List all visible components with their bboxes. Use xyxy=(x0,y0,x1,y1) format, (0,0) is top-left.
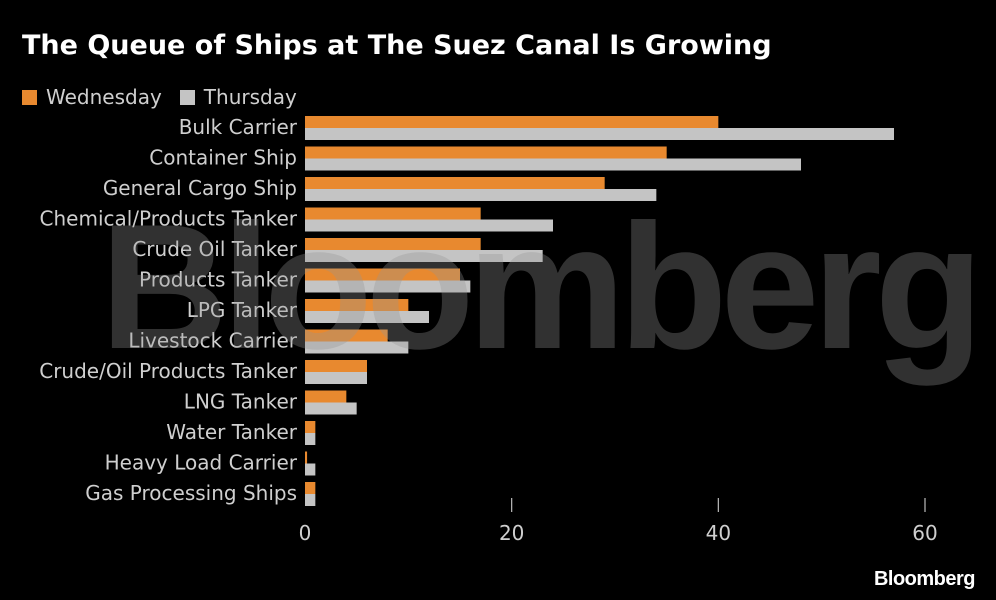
bar-thursday-general-cargo-ship xyxy=(305,189,657,201)
legend-item-thursday: Thursday xyxy=(179,85,297,109)
bar-wednesday-chemical-products-tanker xyxy=(305,207,481,220)
category-label-container-ship: Container Ship xyxy=(149,146,297,170)
category-label-livestock-carrier: Livestock Carrier xyxy=(128,329,297,353)
x-tick-label-40: 40 xyxy=(706,521,731,545)
bar-wednesday-heavy-load-carrier xyxy=(305,451,308,464)
bar-wednesday-gas-processing-ships xyxy=(305,482,316,494)
x-tick-label-20: 20 xyxy=(499,521,524,545)
bar-wednesday-crude-oil-tanker xyxy=(305,238,481,250)
legend-item-wednesday: Wednesday xyxy=(22,85,162,109)
category-label-lpg-tanker: LPG Tanker xyxy=(187,298,298,322)
bar-wednesday-lpg-tanker xyxy=(305,299,409,311)
bar-wednesday-lng-tanker xyxy=(305,390,347,403)
bar-thursday-products-tanker xyxy=(305,280,471,293)
category-label-heavy-load-carrier: Heavy Load Carrier xyxy=(105,451,298,475)
category-label-general-cargo-ship: General Cargo Ship xyxy=(103,176,297,200)
category-label-chemical-products-tanker: Chemical/Products Tanker xyxy=(40,207,298,231)
legend: Wednesday Thursday xyxy=(22,85,315,109)
legend-swatch-thursday xyxy=(179,89,195,105)
category-label-lng-tanker: LNG Tanker xyxy=(184,390,298,414)
category-label-bulk-carrier: Bulk Carrier xyxy=(179,115,298,139)
x-tick-label-60: 60 xyxy=(912,521,937,545)
bar-wednesday-container-ship xyxy=(305,146,667,159)
legend-swatch-wednesday xyxy=(22,89,37,105)
category-label-crude-oil-tanker: Crude Oil Tanker xyxy=(132,237,297,261)
bar-thursday-gas-processing-ships xyxy=(305,494,316,506)
bar-wednesday-general-cargo-ship xyxy=(305,177,605,189)
bar-thursday-heavy-load-carrier xyxy=(305,463,316,476)
bar-thursday-lpg-tanker xyxy=(305,311,429,323)
chart-title: The Queue of Ships at The Suez Canal Is … xyxy=(22,30,772,61)
bar-thursday-water-tanker xyxy=(305,433,316,445)
bar-thursday-chemical-products-tanker xyxy=(305,219,553,232)
bar-thursday-crude-oil-tanker xyxy=(305,250,543,262)
bar-thursday-livestock-carrier xyxy=(305,341,409,354)
bar-wednesday-crude-oil-products-tanker xyxy=(305,360,367,372)
bar-wednesday-livestock-carrier xyxy=(305,329,388,342)
brand-logo: Bloomberg xyxy=(873,568,976,590)
bar-wednesday-bulk-carrier xyxy=(305,116,719,128)
legend-label-wednesday: Wednesday xyxy=(46,85,162,109)
bar-thursday-lng-tanker xyxy=(305,402,357,415)
category-label-crude-oil-products-tanker: Crude/Oil Products Tanker xyxy=(39,359,298,383)
bar-wednesday-products-tanker xyxy=(305,268,460,281)
x-tick-label-0: 0 xyxy=(299,521,312,545)
bar-thursday-container-ship xyxy=(305,158,801,171)
bar-thursday-bulk-carrier xyxy=(305,128,894,140)
bar-wednesday-water-tanker xyxy=(305,421,316,433)
legend-label-thursday: Thursday xyxy=(203,85,297,109)
bar-thursday-crude-oil-products-tanker xyxy=(305,372,367,384)
category-label-products-tanker: Products Tanker xyxy=(139,268,298,292)
category-label-water-tanker: Water Tanker xyxy=(166,420,297,444)
category-label-gas-processing-ships: Gas Processing Ships xyxy=(85,481,297,505)
